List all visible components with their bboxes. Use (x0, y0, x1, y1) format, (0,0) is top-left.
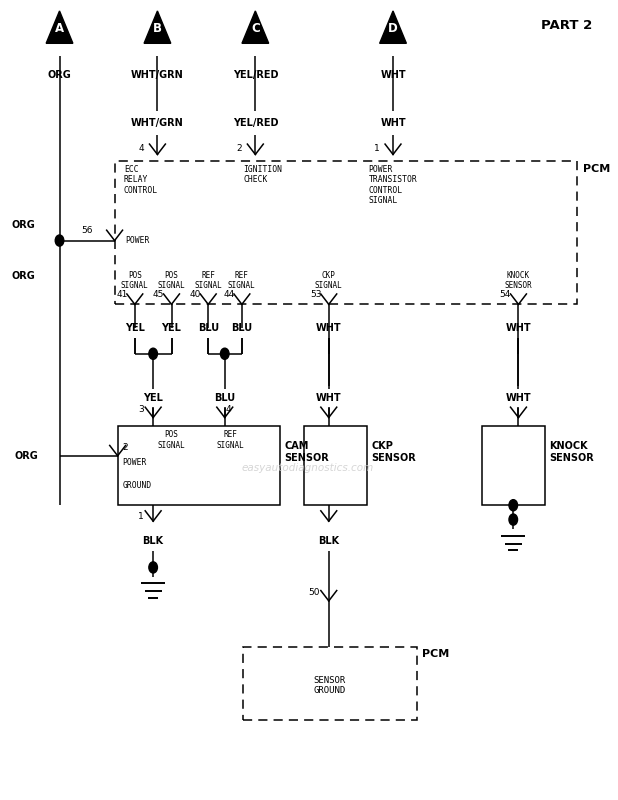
Text: PART 2: PART 2 (541, 19, 592, 32)
Polygon shape (379, 11, 407, 43)
Text: ORG: ORG (11, 271, 35, 282)
Text: WHT: WHT (316, 394, 342, 403)
Text: 45: 45 (153, 290, 164, 299)
Text: easyautodiagnostics.com: easyautodiagnostics.com (241, 462, 373, 473)
Circle shape (149, 348, 158, 359)
Text: YEL: YEL (125, 323, 145, 334)
Text: WHT: WHT (380, 70, 406, 80)
Text: KNOCK
SENSOR: KNOCK SENSOR (504, 270, 532, 290)
Text: 4: 4 (226, 405, 232, 414)
Text: WHT: WHT (380, 118, 406, 127)
Text: WHT: WHT (316, 323, 342, 334)
Text: 2: 2 (122, 443, 128, 452)
Text: POWER
TRANSISTOR
CONTROL
SIGNAL: POWER TRANSISTOR CONTROL SIGNAL (368, 165, 417, 205)
Text: POS
SIGNAL: POS SIGNAL (158, 430, 185, 450)
Bar (114, 161, 577, 304)
Text: CKP
SIGNAL: CKP SIGNAL (315, 270, 342, 290)
Text: BLU: BLU (198, 323, 219, 334)
Text: 50: 50 (308, 589, 320, 598)
Text: BLK: BLK (318, 536, 339, 546)
Circle shape (55, 235, 64, 246)
Text: WHT: WHT (506, 394, 531, 403)
Text: 1: 1 (138, 512, 144, 521)
Text: WHT: WHT (506, 323, 531, 334)
Text: ORG: ORG (48, 70, 72, 80)
Text: YEL/RED: YEL/RED (232, 70, 278, 80)
Polygon shape (46, 11, 73, 43)
Text: 44: 44 (223, 290, 234, 299)
Text: ECC
RELAY
CONTROL: ECC RELAY CONTROL (124, 165, 158, 194)
Bar (117, 426, 280, 506)
Text: WHT/GRN: WHT/GRN (131, 118, 184, 127)
Bar (243, 647, 418, 721)
Text: 40: 40 (190, 290, 201, 299)
Text: REF
SIGNAL: REF SIGNAL (228, 270, 256, 290)
Text: 53: 53 (310, 290, 321, 299)
Text: POWER: POWER (122, 458, 147, 466)
Text: 54: 54 (500, 290, 511, 299)
Circle shape (509, 514, 517, 525)
Text: CAM
SENSOR: CAM SENSOR (284, 441, 329, 462)
Bar (304, 426, 367, 506)
Text: IGNITION
CHECK: IGNITION CHECK (243, 165, 282, 184)
Text: ORG: ORG (14, 451, 38, 461)
Text: POWER: POWER (125, 236, 150, 245)
Text: YEL/RED: YEL/RED (232, 118, 278, 127)
Text: PCM: PCM (583, 164, 610, 174)
Text: B: B (153, 22, 162, 35)
Text: BLU: BLU (231, 323, 252, 334)
Text: KNOCK
SENSOR: KNOCK SENSOR (549, 441, 594, 462)
Circle shape (509, 500, 517, 511)
Text: BLK: BLK (143, 536, 164, 546)
Text: WHT/GRN: WHT/GRN (131, 70, 184, 80)
Text: SENSOR
GROUND: SENSOR GROUND (314, 676, 346, 695)
Text: GROUND: GROUND (122, 481, 152, 490)
Text: 56: 56 (82, 226, 93, 235)
Circle shape (149, 562, 158, 573)
Text: REF
SIGNAL: REF SIGNAL (217, 430, 245, 450)
Text: 3: 3 (138, 405, 144, 414)
Text: ORG: ORG (11, 220, 35, 230)
Text: YEL: YEL (161, 323, 182, 334)
Text: 2: 2 (236, 143, 242, 153)
Text: POS
SIGNAL: POS SIGNAL (121, 270, 149, 290)
Polygon shape (144, 11, 171, 43)
Text: 1: 1 (374, 143, 379, 153)
Polygon shape (242, 11, 269, 43)
Text: 41: 41 (116, 290, 127, 299)
Text: 4: 4 (138, 143, 144, 153)
Text: PCM: PCM (422, 649, 450, 658)
Text: BLU: BLU (214, 394, 235, 403)
Text: A: A (55, 22, 64, 35)
Text: CKP
SENSOR: CKP SENSOR (371, 441, 417, 462)
Bar (482, 426, 545, 506)
Circle shape (221, 348, 229, 359)
Text: POS
SIGNAL: POS SIGNAL (158, 270, 185, 290)
Text: YEL: YEL (143, 394, 163, 403)
Text: C: C (251, 22, 260, 35)
Text: D: D (388, 22, 398, 35)
Text: REF
SIGNAL: REF SIGNAL (194, 270, 222, 290)
